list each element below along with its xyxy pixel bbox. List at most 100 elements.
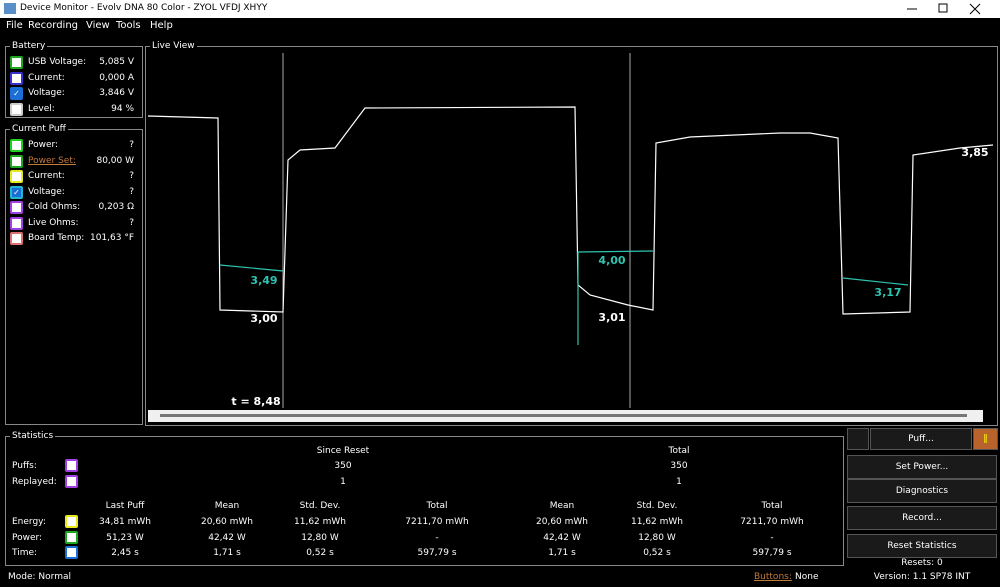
action-button[interactable]: Reset Statistics (847, 534, 997, 558)
action-button[interactable]: Set Power... (847, 455, 997, 479)
field-value: 80,00 W (96, 155, 134, 166)
stat-value: 0,52 s (643, 548, 671, 558)
current-puff-group (5, 129, 143, 425)
stat-value: 42,42 W (208, 532, 246, 543)
group-title: Current Puff (10, 124, 68, 134)
stat-value: 2,45 s (111, 548, 139, 558)
stat-value: 20,60 mWh (536, 517, 588, 527)
checkbox[interactable] (10, 102, 23, 116)
field-value: 5,085 V (99, 57, 134, 67)
stat-value: 1,71 s (548, 548, 576, 558)
live-label: 4,00 (598, 254, 625, 267)
field-value: ? (129, 217, 134, 228)
stat-column-header: Total (761, 501, 783, 511)
live-label: 3,49 (250, 274, 277, 287)
stat-value: 42,42 W (543, 532, 581, 543)
live-view-title: Live View (150, 41, 197, 51)
menu-item[interactable]: Tools (116, 20, 141, 31)
field-label: Current: (28, 171, 65, 181)
pause-button[interactable]: ‖ (973, 428, 998, 450)
field-value: ? (129, 140, 134, 150)
stat-column-header: Mean (549, 501, 575, 511)
field-label: Voltage: (28, 186, 65, 197)
field-label: Power: (28, 140, 59, 150)
menu-item[interactable]: Recording (28, 20, 79, 31)
action-button[interactable]: Record... (847, 506, 997, 530)
group-title: Battery (10, 41, 48, 51)
checkbox[interactable] (10, 71, 23, 85)
stat-value: 12,80 W (301, 532, 339, 543)
checkbox[interactable]: ✓ (10, 185, 23, 199)
field-value: 94 % (111, 103, 134, 114)
live-label: t = 8,48 (231, 395, 280, 408)
field-label: Level: (28, 103, 55, 114)
stat-value: 34,81 mWh (99, 517, 151, 527)
stat-group-header: Since Reset (316, 446, 370, 456)
checkbox[interactable] (65, 515, 78, 528)
checkbox[interactable]: ✓ (10, 87, 23, 100)
app-icon (4, 3, 16, 14)
checkbox[interactable] (10, 154, 23, 168)
statistics-group (5, 436, 844, 566)
current-curve (219, 264, 284, 272)
menu-item[interactable]: View (86, 20, 110, 31)
stat-column-header: Std. Dev. (636, 501, 678, 511)
field-label: Cold Ohms: (28, 202, 81, 212)
voltage-curve (147, 106, 994, 315)
status-buttons-label[interactable]: Buttons: (754, 572, 792, 582)
version: Version: 1.1 SP78 INT (873, 572, 971, 582)
stat-group-header: Total (668, 446, 690, 456)
scrollbar-thumb[interactable] (160, 414, 967, 417)
checkbox[interactable] (65, 530, 78, 544)
checkbox[interactable] (65, 475, 78, 488)
puff-icon-button[interactable] (847, 428, 869, 450)
current-curve (842, 277, 909, 286)
window-controls[interactable] (900, 0, 1000, 18)
stat-label: Energy: (12, 517, 46, 527)
field-label: Board Temp: (28, 233, 85, 243)
stat-value: 597,79 s (417, 548, 457, 558)
checkbox[interactable] (10, 170, 23, 183)
stat-value: 11,62 mWh (631, 517, 683, 527)
field-value: ? (129, 171, 134, 181)
stat-value: 1 (676, 477, 682, 487)
menu-item[interactable]: File (6, 20, 23, 31)
field-value: 101,63 °F (89, 233, 134, 243)
stat-value: 20,60 mWh (201, 517, 253, 527)
field-label: Voltage: (28, 88, 65, 98)
stat-value: 1,71 s (213, 548, 241, 558)
menu-item[interactable]: Help (150, 20, 173, 31)
action-button[interactable]: Diagnostics (847, 479, 997, 503)
window-title: Device Monitor - Evolv DNA 80 Color - ZY… (20, 3, 268, 13)
stat-value: 350 (670, 461, 688, 471)
checkbox[interactable] (10, 201, 23, 214)
live-label: 3,00 (250, 312, 277, 325)
checkbox[interactable] (65, 459, 78, 472)
field-label: Current: (28, 72, 65, 83)
checkbox[interactable] (10, 139, 23, 152)
field-value: 0,000 A (99, 72, 134, 83)
stat-label: Replayed: (12, 477, 57, 487)
live-label: 3,85 (961, 146, 988, 159)
checkbox[interactable] (65, 546, 78, 559)
live-label: 3,17 (874, 286, 901, 299)
field-label: USB Voltage: (28, 57, 87, 67)
checkbox[interactable] (10, 216, 23, 230)
field-label[interactable]: Power Set: (28, 155, 76, 166)
checkbox[interactable] (10, 232, 23, 245)
title-bar: Device Monitor - Evolv DNA 80 Color - ZY… (0, 0, 1000, 18)
status-buttons-value: None (795, 572, 819, 582)
status-mode: Mode: Normal (8, 572, 71, 582)
stat-value: 12,80 W (638, 532, 676, 543)
puff-button[interactable]: Puff... (870, 428, 972, 450)
field-label: Live Ohms: (28, 217, 79, 228)
stat-value: 597,79 s (752, 548, 792, 558)
stat-column-header: Total (426, 501, 448, 511)
stat-value: - (435, 532, 439, 543)
live-view-group (145, 46, 998, 426)
live-label: 3,01 (598, 311, 625, 324)
stat-value: 7211,70 mWh (740, 517, 804, 527)
stat-value: 350 (334, 461, 352, 471)
checkbox[interactable] (10, 56, 23, 69)
